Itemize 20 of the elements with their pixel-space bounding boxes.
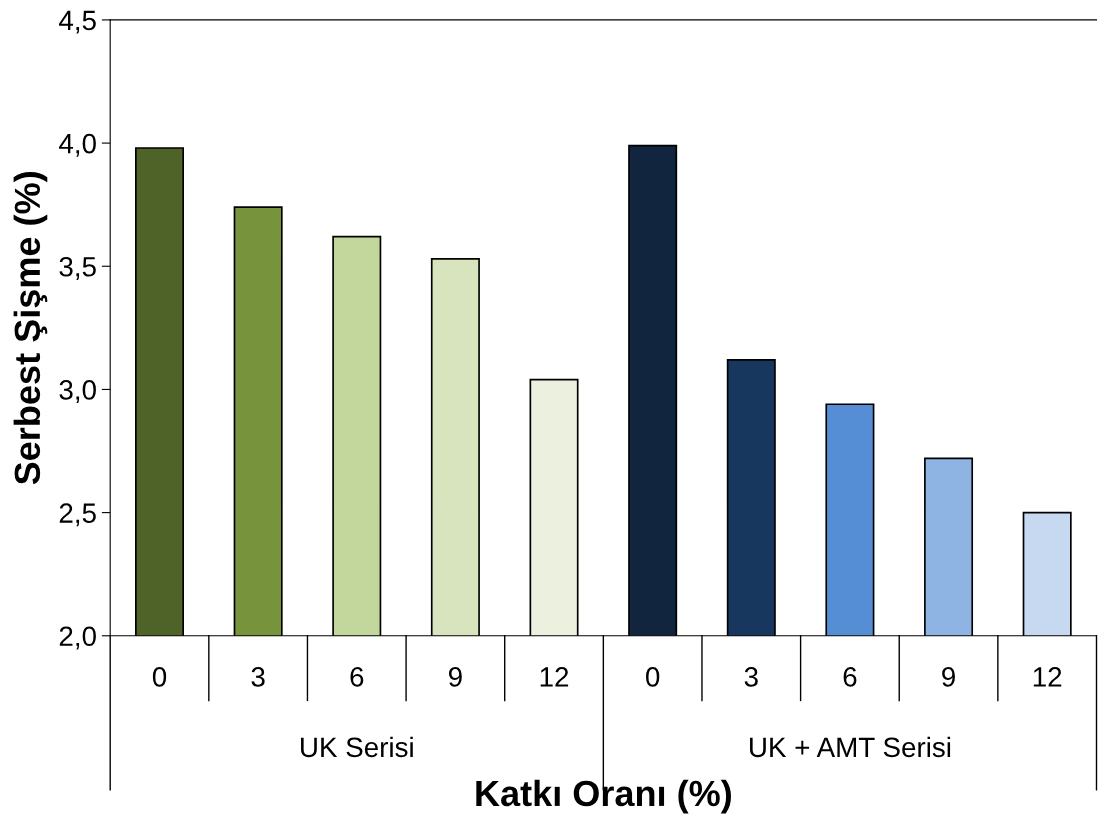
x-tick-label: 6 xyxy=(350,667,364,687)
y-tick-label: 3,5 xyxy=(59,256,96,280)
x-tick-label: 6 xyxy=(843,667,857,687)
x-axis-title: Katkı Oranı (%) xyxy=(476,779,731,814)
x-tick-label: 0 xyxy=(646,667,660,687)
y-tick-label: 4,5 xyxy=(59,10,96,34)
y-tick-label: 2,5 xyxy=(59,503,96,527)
text: UK + AMT Serisi xyxy=(750,736,951,758)
x-tick-label: 9 xyxy=(448,667,462,687)
y-axis-title: Serbest Şişme (%) xyxy=(13,172,48,485)
text: UK Serisi xyxy=(301,736,413,758)
x-tick-label: 12 xyxy=(1033,667,1062,687)
y-tick-label: 4,0 xyxy=(59,133,96,157)
y-tick-label: 2,0 xyxy=(59,626,96,650)
x-tick-label: 9 xyxy=(942,667,955,687)
y-tick-label: 3,0 xyxy=(59,380,96,404)
x-tick-label: 12 xyxy=(540,667,569,687)
x-tick-label: 0 xyxy=(152,667,167,687)
x-tick-label: 3 xyxy=(744,667,758,687)
x-tick-label: 3 xyxy=(251,667,265,687)
